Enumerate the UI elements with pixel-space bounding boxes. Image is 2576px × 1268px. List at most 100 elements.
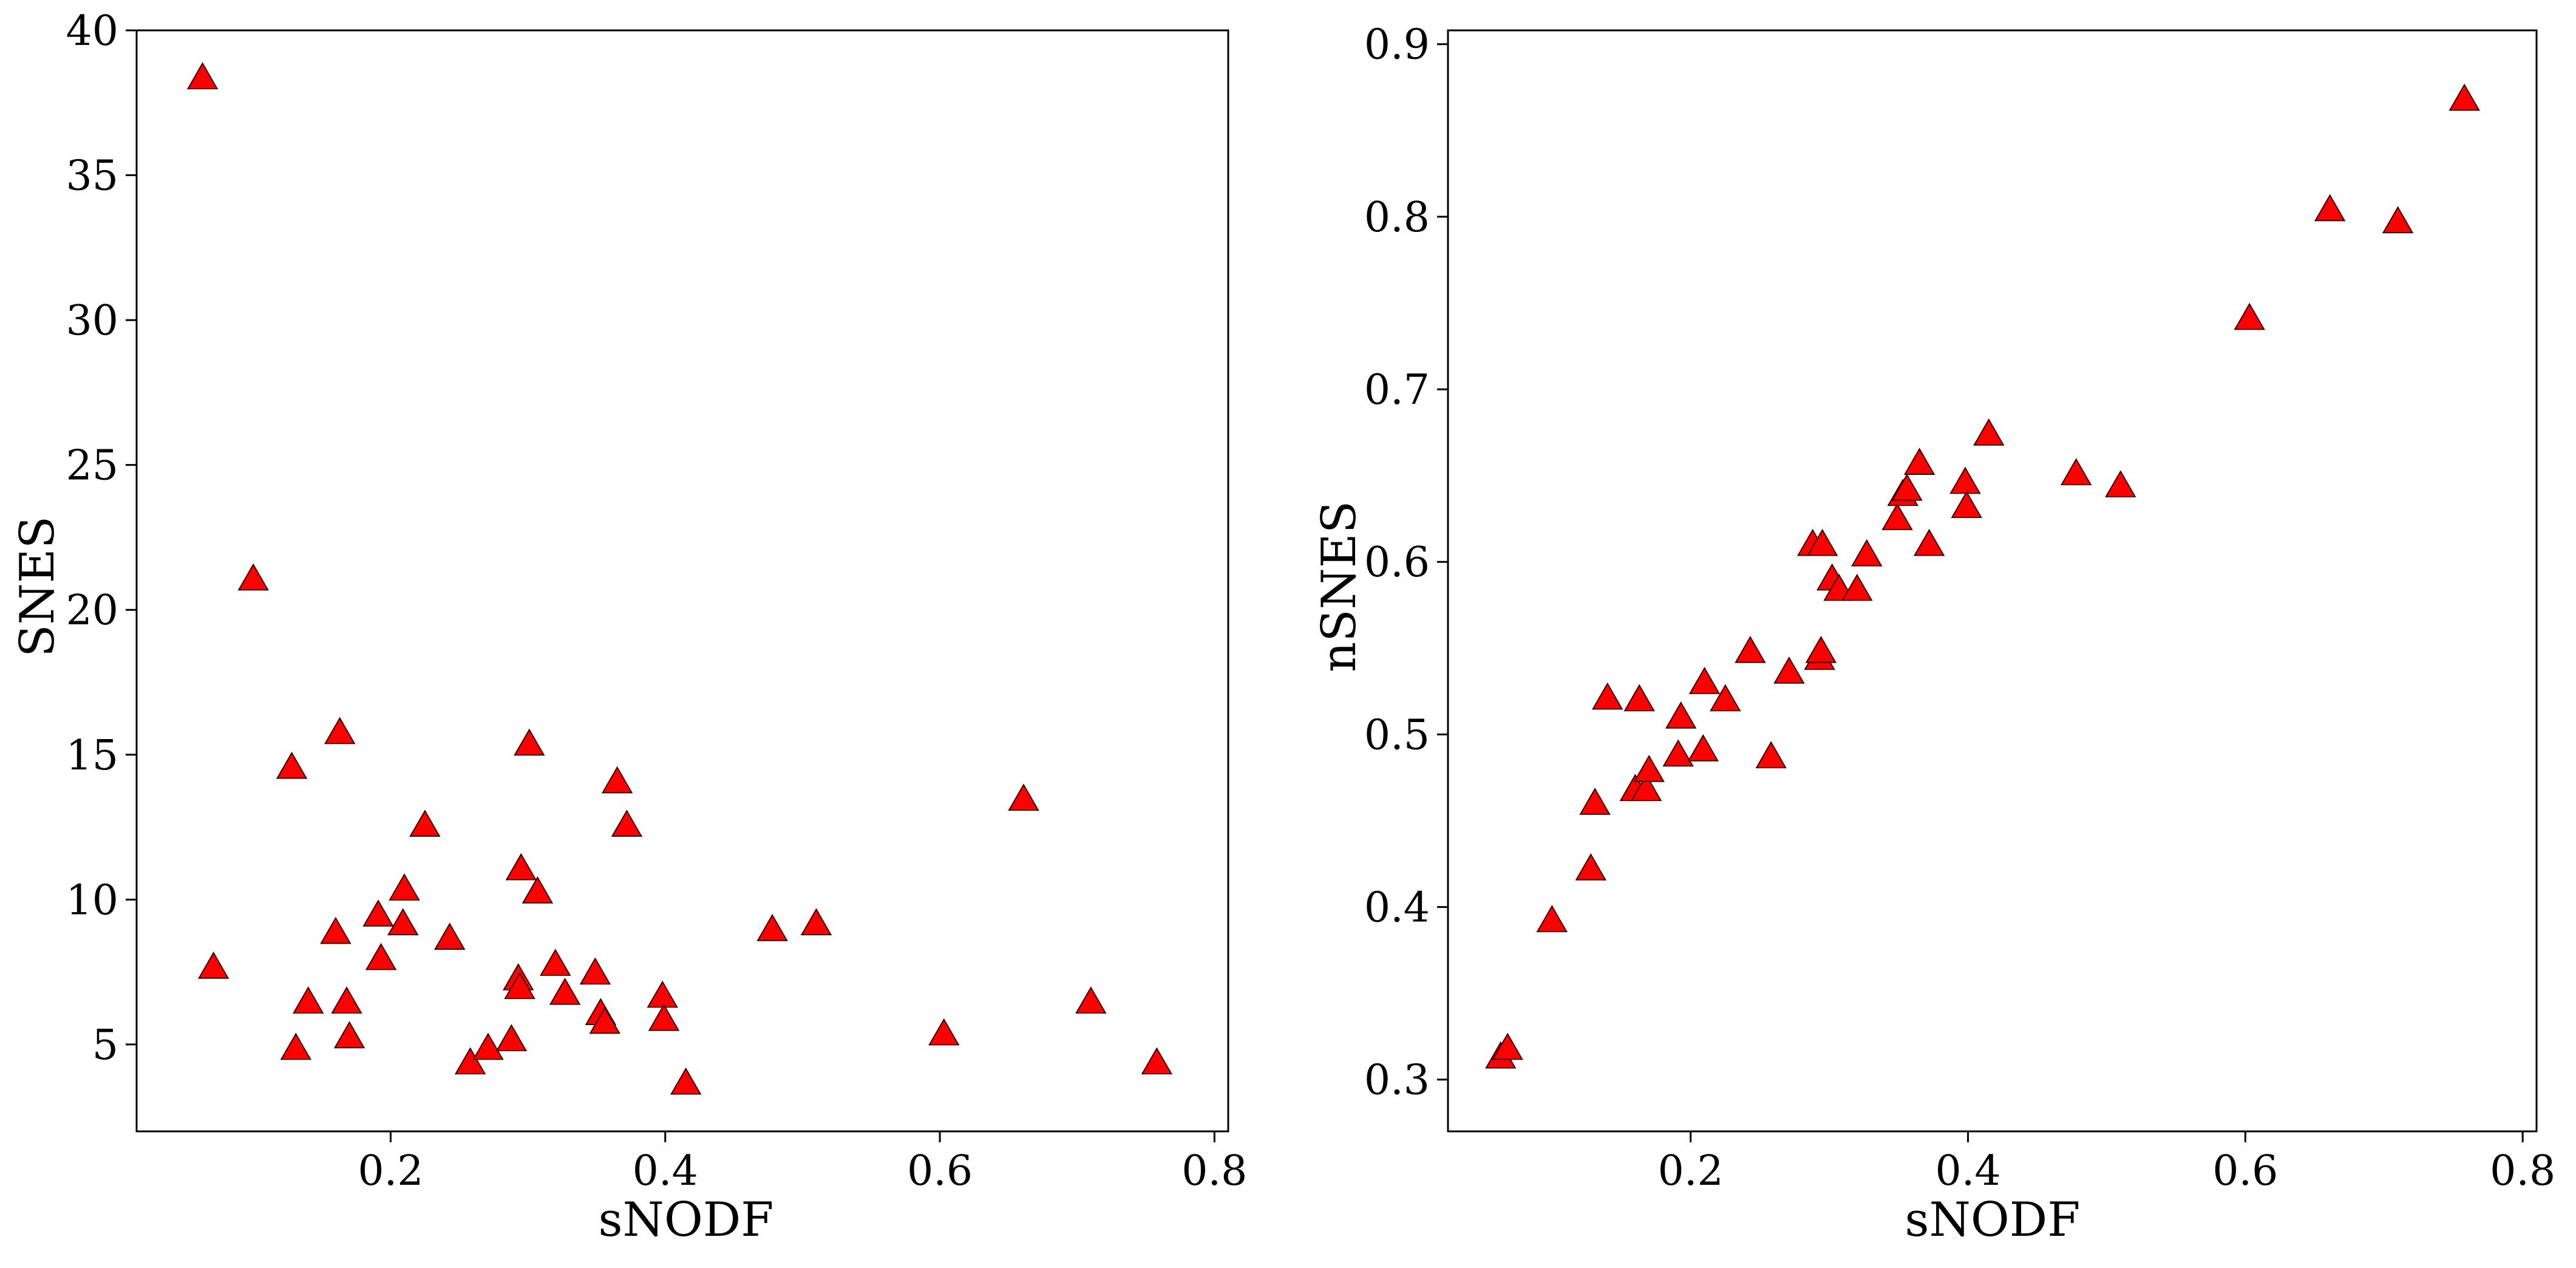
right-y-tick-label: 0.4 — [1364, 884, 1430, 932]
right-data-point — [1773, 656, 1805, 684]
left-data-point — [365, 942, 397, 970]
left-data-point — [331, 986, 362, 1014]
left-y-tick-label: 30 — [66, 297, 118, 345]
right-data-point — [1687, 734, 1719, 762]
right-data-point — [1575, 853, 1607, 881]
left-data-point — [589, 1006, 620, 1034]
left-plot-frame — [135, 29, 1229, 1133]
left-data-point — [756, 913, 788, 941]
left-data-point — [362, 899, 394, 927]
right-y-tick-label: 0.7 — [1364, 366, 1430, 414]
left-x-tick-label: 0.2 — [358, 1147, 423, 1195]
right-data-point — [1579, 787, 1611, 815]
left-data-point — [409, 810, 441, 837]
left-data-point — [280, 1032, 312, 1060]
left-x-tick-label: 0.8 — [1181, 1147, 1247, 1195]
left-data-point — [320, 916, 352, 944]
left-x-tick-label: 0.6 — [907, 1147, 973, 1195]
left-data-point — [197, 951, 229, 979]
left-y-tick-label: 10 — [66, 876, 118, 924]
right-x-tick-label: 0.2 — [1658, 1147, 1724, 1195]
left-data-point — [333, 1021, 365, 1049]
right-data-point — [1973, 418, 2005, 446]
right-plot-frame — [1447, 29, 2538, 1133]
right-scatter-panel: sNODF nSNES 0.2 0.4 0.6 0.8 0.3 0.4 0.5 0.6 0.7 0… — [1312, 21, 2555, 1247]
left-data-point — [237, 563, 269, 591]
right-data-point — [1665, 701, 1697, 729]
left-y-tick-label: 15 — [66, 732, 118, 780]
left-data-point — [928, 1018, 960, 1046]
right-data-point — [1662, 739, 1694, 767]
right-data-point — [2060, 458, 2092, 485]
right-data-point — [2105, 470, 2136, 497]
right-data-point — [1492, 1032, 1523, 1060]
right-data-point — [1891, 473, 1923, 501]
left-data-point — [601, 766, 633, 794]
left-y-tick-label: 25 — [66, 442, 118, 490]
left-data-point — [648, 1003, 680, 1031]
right-y-tick-label: 0.8 — [1364, 194, 1430, 242]
left-data-point — [611, 810, 643, 837]
left-data-point — [549, 977, 581, 1005]
right-y-axis-label: nSNES — [1312, 501, 1367, 672]
right-data-point — [1688, 667, 1721, 694]
left-data-point — [670, 1067, 702, 1095]
left-y-tick-label: 20 — [66, 587, 118, 635]
left-data-point — [387, 908, 419, 936]
right-data-point — [2382, 206, 2414, 234]
left-data-point — [1008, 783, 1039, 811]
left-data-point — [495, 1024, 528, 1051]
right-data-point — [1633, 754, 1665, 782]
left-data-point — [186, 62, 219, 89]
left-data-point — [1075, 986, 1107, 1014]
right-data-point — [1623, 684, 1655, 712]
right-data-point — [2234, 302, 2265, 330]
right-data-point — [1630, 774, 1662, 802]
left-y-tick-label: 40 — [66, 7, 118, 55]
left-data-point — [1141, 1047, 1173, 1075]
left-data-point — [505, 853, 537, 881]
right-data-point — [2449, 83, 2480, 111]
left-data-point — [324, 717, 356, 745]
left-data-point — [504, 972, 535, 1000]
left-y-axis-label: SNES — [10, 516, 65, 657]
right-data-point — [1710, 684, 1741, 712]
right-data-point — [1841, 573, 1873, 601]
left-data-point — [522, 876, 554, 904]
right-y-tick-label: 0.9 — [1364, 21, 1430, 69]
right-data-point — [1913, 528, 1945, 556]
left-data-point — [389, 873, 420, 901]
right-data-point — [1806, 528, 1838, 556]
right-y-tick-label: 0.3 — [1364, 1057, 1430, 1105]
right-data-point — [1755, 741, 1787, 769]
right-data-point — [2314, 194, 2346, 222]
left-y-tick-label: 35 — [66, 152, 118, 200]
right-data-point — [1903, 448, 1935, 475]
left-data-point — [514, 728, 545, 756]
left-data-point — [433, 922, 466, 950]
right-y-tick-label: 0.5 — [1364, 711, 1430, 759]
left-data-point — [579, 957, 611, 985]
right-data-point — [1536, 905, 1568, 932]
left-data-point — [540, 949, 571, 976]
right-data-point — [1805, 635, 1837, 663]
left-x-axis-label: sNODF — [599, 1193, 774, 1247]
right-data-point — [1951, 491, 1982, 518]
left-data-point — [800, 908, 832, 936]
left-data-point — [454, 1047, 486, 1075]
left-data-point — [292, 986, 324, 1014]
right-x-tick-label: 0.4 — [1935, 1147, 2000, 1195]
left-x-tick-label: 0.4 — [633, 1147, 698, 1195]
left-scatter-panel: sNODF SNES 0.2 0.4 0.6 0.8 5 10 15 20 25 30 35 40 — [10, 7, 1247, 1247]
right-data-point — [1735, 635, 1766, 663]
right-data-point — [1881, 503, 1913, 530]
right-y-tick-label: 0.6 — [1364, 539, 1430, 587]
left-data-point — [472, 1032, 504, 1060]
right-x-tick-label: 0.8 — [2490, 1147, 2555, 1195]
right-data-point — [1851, 539, 1883, 567]
right-x-axis-label: sNODF — [1905, 1193, 2081, 1247]
left-y-tick-label: 5 — [92, 1021, 118, 1069]
right-x-tick-label: 0.6 — [2212, 1147, 2278, 1195]
